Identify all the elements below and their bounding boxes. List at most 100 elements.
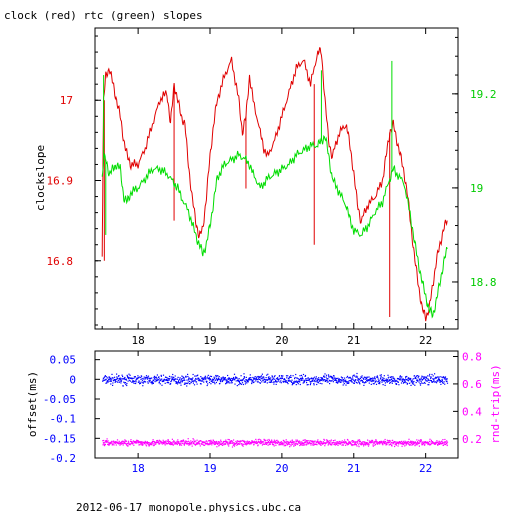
scatter-point [225,439,227,441]
scatter-point [252,379,254,381]
scatter-point [130,439,132,441]
scatter-point [156,440,158,442]
scatter-point [171,378,173,380]
scatter-point [264,379,266,381]
scatter-point [210,442,212,444]
scatter-point [266,382,268,384]
scatter-point [211,379,213,381]
scatter-point [424,382,426,384]
scatter-point [301,376,303,378]
scatter-point [291,439,293,441]
scatter-point [279,381,281,383]
scatter-point [268,438,270,441]
scatter-point [226,382,228,384]
scatter-point [398,443,400,445]
scatter-point [102,440,104,442]
scatter-point [267,444,269,446]
scatter-point [409,382,411,384]
scatter-point [180,441,182,443]
scatter-point [436,440,438,442]
scatter-point [259,441,261,443]
scatter-point [417,441,419,443]
scatter-point [389,439,391,442]
scatter-point [169,441,171,443]
scatter-point [358,441,360,443]
scatter-point [137,375,139,377]
scatter-point [222,442,224,444]
scatter-point [305,378,307,380]
scatter-point [264,441,266,443]
scatter-series-rnd-trip [102,438,449,448]
scatter-point [417,380,419,382]
scatter-point [144,442,146,444]
scatter-point [438,379,440,382]
scatter-point [183,378,185,380]
scatter-point [328,375,330,377]
bottom-x-tick-label-19: 19 [203,462,216,475]
scatter-point [262,379,264,381]
scatter-point [183,444,185,446]
scatter-point [400,442,402,444]
scatter-point [209,379,211,381]
scatter-point [206,442,208,444]
scatter-point [187,441,189,443]
scatter-point [339,440,341,443]
scatter-point [311,441,313,443]
scatter-point [176,382,178,384]
scatter-point [176,442,178,444]
scatter-point [199,380,201,382]
scatter-point [104,379,106,381]
scatter-point [151,444,153,446]
scatter-point [217,443,219,445]
scatter-point [325,442,327,444]
scatter-point [139,441,141,443]
scatter-point [216,378,218,380]
scatter-point [242,445,244,447]
scatter-point [441,380,443,382]
scatter-point [317,442,319,444]
scatter-point [153,379,155,382]
scatter-point [131,441,133,443]
scatter-point [235,440,237,443]
scatter-point [354,381,356,383]
scatter-point [146,442,148,444]
scatter-point [427,375,429,377]
scatter-point [127,440,129,442]
scatter-point [401,376,403,378]
scatter-point [185,382,188,384]
scatter-point [325,374,328,376]
scatter-point [405,444,407,446]
scatter-point [404,380,406,382]
scatter-point [329,380,331,382]
scatter-point [248,441,250,443]
bottom-y-tick-label-0: 0 [69,373,76,386]
scatter-point [184,379,186,381]
scatter-point [285,439,287,441]
scatter-point [189,443,192,445]
scatter-point [333,440,335,442]
scatter-point [165,440,167,442]
scatter-point [439,381,441,383]
scatter-point [133,377,135,379]
scatter-point [327,442,329,444]
scatter-point [346,438,349,441]
scatter-point [219,379,221,381]
scatter-point [233,373,236,375]
scatter-point [323,376,326,378]
scatter-point [246,441,248,443]
scatter-point [427,442,429,444]
scatter-point [439,380,441,382]
scatter-point [407,442,409,444]
scatter-point [179,443,181,445]
scatter-point [207,443,209,445]
scatter-point [317,382,319,384]
scatter-point [131,381,133,383]
scatter-point [417,377,419,379]
scatter-point [426,380,428,382]
scatter-point [128,379,131,381]
scatter-point [288,379,290,381]
scatter-point [255,438,257,440]
scatter-point [421,375,423,377]
scatter-point [126,443,128,446]
scatter-point [195,375,197,377]
